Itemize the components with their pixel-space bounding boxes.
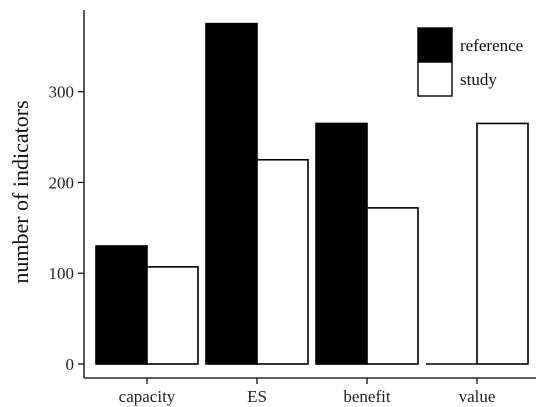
legend-swatch-study [417, 61, 453, 97]
legend-swatch-reference [417, 27, 453, 63]
y-tick-label: 100 [49, 264, 75, 283]
bar-study-value [476, 122, 529, 365]
y-axis-title: number of indicators [8, 100, 33, 283]
y-tick-label: 0 [66, 355, 75, 374]
plot-area: 0 100 200 300 capacity ES benefit value [49, 10, 536, 406]
x-tick-label: benefit [343, 387, 390, 406]
bar-study-capacity [146, 266, 199, 365]
bar-reference-ES [205, 22, 258, 365]
y-tick-label: 300 [49, 83, 75, 102]
legend: reference study [417, 27, 523, 97]
bar-reference-capacity [95, 245, 148, 365]
x-tick-label: ES [247, 387, 267, 406]
x-tick-label: capacity [119, 387, 176, 406]
bar-study-benefit [366, 207, 419, 365]
legend-label-study: study [460, 70, 497, 89]
bar-study-ES [256, 158, 309, 365]
bar-reference-benefit [315, 122, 368, 365]
legend-label-reference: reference [460, 36, 523, 55]
y-tick-label: 200 [49, 173, 75, 192]
x-tick-label: value [459, 387, 496, 406]
